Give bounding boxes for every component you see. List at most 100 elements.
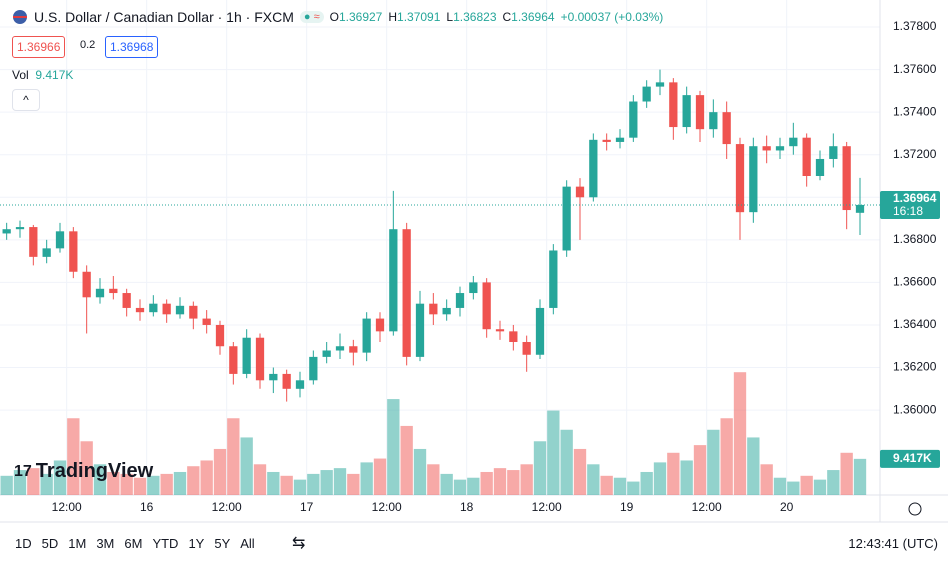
candle-body: [255, 337, 265, 381]
range-button[interactable]: 6M: [124, 536, 143, 551]
candle-body: [309, 356, 318, 381]
range-button[interactable]: 1M: [68, 536, 87, 551]
volume-bar: [200, 460, 213, 495]
candle-body: [842, 146, 851, 211]
candle-body: [229, 346, 238, 374]
candle-body: [149, 303, 158, 313]
spread: 0.2: [80, 39, 96, 51]
volume-bar: [93, 464, 107, 495]
candle-body: [135, 307, 145, 313]
volume-bar: [587, 464, 600, 495]
candle-body: [762, 146, 771, 151]
candle-body: [29, 227, 38, 257]
ohlc-value: 1.36964: [511, 10, 555, 24]
volume-bar: [667, 452, 680, 495]
last-price-box: [880, 190, 940, 219]
symbol[interactable]: U.S. Dollar / Canadian Dollar · 1h · FXC…: [34, 9, 294, 25]
range-button[interactable]: 5D: [41, 536, 59, 551]
volume-bar: [187, 466, 200, 495]
volume-bar: [320, 470, 333, 495]
candle-body: [69, 231, 78, 272]
candle-body: [295, 380, 305, 389]
candle-body: [829, 146, 838, 159]
sell-button[interactable]: 1.36966: [12, 36, 66, 58]
y-tick-label: 1.37200: [893, 147, 937, 161]
volume-label-box: [880, 449, 940, 468]
range-button[interactable]: All: [240, 536, 255, 551]
collapse-button[interactable]: ^: [12, 89, 40, 111]
candle-body: [2, 229, 11, 234]
volume-bar: [480, 471, 493, 495]
x-tick-label: 12:00: [212, 500, 242, 514]
volume-bar: [213, 448, 227, 495]
volume-bar: [0, 475, 13, 495]
countdown: 16:18: [893, 204, 923, 218]
y-tick-label: 1.37800: [893, 19, 937, 33]
volume-bar: [547, 410, 560, 495]
volume-bar: [493, 468, 507, 495]
range-button[interactable]: YTD: [152, 536, 179, 551]
volume-bar: [280, 475, 293, 495]
clock: 12:43:41 (UTC): [848, 536, 938, 551]
candle-body: [402, 229, 411, 357]
logo: 17 TradingView: [14, 460, 153, 483]
range-button[interactable]: 1Y: [188, 536, 205, 551]
volume-bar: [293, 479, 307, 495]
candle-body: [15, 227, 25, 230]
x-tick-label: 20: [780, 500, 794, 514]
candle-body: [669, 82, 678, 128]
status: ● ≈: [299, 11, 324, 23]
volume-bar: [227, 418, 240, 495]
candle-body: [109, 288, 118, 294]
candle-body: [495, 329, 505, 332]
legend: U.S. Dollar / Canadian Dollar · 1h · FXC…: [12, 9, 663, 25]
y-tick-label: 1.36400: [893, 317, 937, 331]
candle-body: [615, 137, 625, 142]
volume-bar: [400, 425, 413, 495]
candle-body: [429, 303, 438, 315]
volume-bar: [747, 437, 760, 495]
volume-bar: [67, 418, 80, 495]
candle-body: [322, 350, 331, 357]
candle-body: [335, 346, 345, 351]
candle-body: [282, 373, 291, 389]
buy-button[interactable]: 1.36968: [105, 36, 159, 58]
candle-body: [522, 341, 531, 355]
range-toolbar: 1D 5D 1M 3M 6M YTD 1Y 5Y All: [10, 534, 260, 554]
volume-bar: [507, 470, 520, 495]
candle-body: [442, 307, 451, 315]
settings-button[interactable]: [908, 502, 922, 516]
ohlc-item: O1.36927: [330, 10, 383, 24]
candle-body: [629, 101, 638, 138]
candle-body: [722, 112, 731, 145]
ohlc-key: L: [446, 10, 454, 24]
flag-icon: [13, 10, 27, 24]
x-tick-label: 12:00: [52, 500, 82, 514]
ohlc-value: 1.36823: [453, 10, 497, 24]
range-button[interactable]: 1D: [15, 536, 32, 551]
volume-bar: [13, 470, 27, 495]
candle-body: [535, 307, 545, 355]
x-tick-label: 16: [140, 500, 154, 514]
volume-bar: [333, 468, 347, 495]
range-button[interactable]: 5Y: [214, 536, 231, 551]
volume-bar: [600, 475, 613, 495]
logo-icon: 17: [14, 462, 32, 480]
volume-bar: [413, 448, 427, 495]
candle-body: [189, 305, 198, 319]
candle-body: [589, 139, 598, 198]
volume-bar: [240, 437, 253, 495]
candle-body: [482, 282, 491, 330]
volume-bar: [440, 473, 453, 495]
y-tick-label: 1.36000: [893, 402, 937, 416]
volume-bar: [133, 477, 147, 495]
x-tick-label: 17: [300, 500, 314, 514]
range-button[interactable]: 3M: [96, 536, 115, 551]
candle-body: [602, 139, 611, 142]
volume-bar: [360, 462, 373, 495]
volume-bar: [147, 475, 160, 495]
date-range-icon[interactable]: ⇆: [292, 535, 306, 552]
candle-body: [162, 303, 171, 315]
ohlc: O1.36927 H1.37091 L1.36823 C1.36964 +0.00037…: [330, 10, 664, 24]
